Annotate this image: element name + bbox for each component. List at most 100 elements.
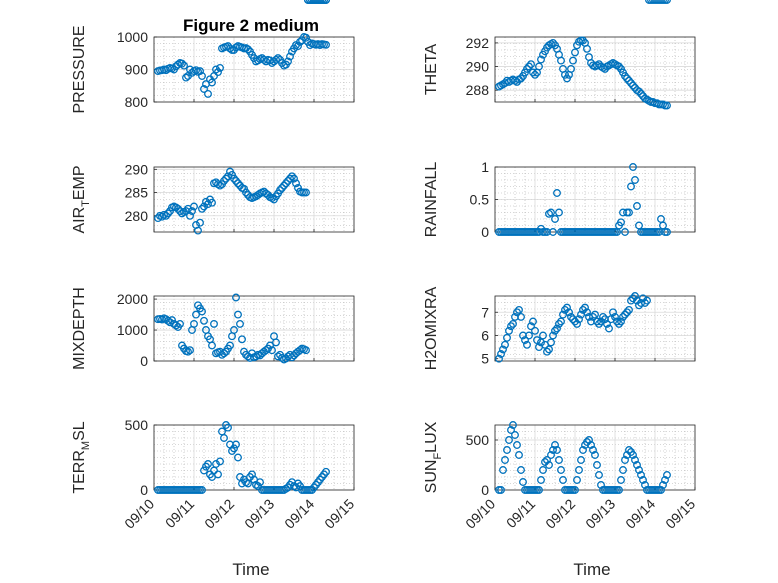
data-point bbox=[224, 42, 232, 51]
data-point bbox=[591, 310, 599, 319]
data-point bbox=[272, 338, 280, 347]
y-axis-label: MIXDEPTH bbox=[71, 287, 88, 370]
data-point bbox=[525, 62, 533, 71]
data-point bbox=[198, 486, 206, 494]
data-point bbox=[639, 294, 647, 303]
y-tick-label: 7 bbox=[481, 304, 489, 320]
data-point bbox=[597, 481, 605, 489]
data-point bbox=[613, 317, 621, 326]
y-tick-label: 0 bbox=[140, 353, 148, 369]
axes-box bbox=[494, 295, 696, 362]
data-point bbox=[296, 37, 304, 46]
y-axis-label-subscript: F bbox=[432, 453, 444, 460]
data-point bbox=[547, 208, 555, 217]
data-point bbox=[216, 181, 224, 190]
data-point bbox=[501, 340, 509, 349]
y-axis-label: TERRMSL bbox=[71, 421, 92, 493]
data-point bbox=[573, 476, 581, 484]
data-point bbox=[164, 209, 172, 218]
data-point bbox=[517, 466, 525, 474]
data-point bbox=[595, 319, 603, 328]
data-point bbox=[551, 441, 559, 449]
data-point bbox=[224, 423, 232, 432]
y-axis-label-subscript: T bbox=[80, 200, 92, 207]
data-point bbox=[553, 324, 561, 333]
data-point bbox=[186, 211, 194, 220]
data-point bbox=[204, 460, 212, 468]
data-point bbox=[234, 310, 242, 319]
data-point bbox=[280, 181, 288, 190]
data-point bbox=[615, 486, 623, 494]
data-point bbox=[210, 319, 218, 328]
y-axis-label-main: SUN bbox=[423, 460, 440, 494]
axes-box bbox=[494, 424, 696, 491]
data-point bbox=[505, 326, 513, 335]
data-point bbox=[643, 296, 651, 305]
data-point bbox=[605, 324, 613, 333]
data-point bbox=[503, 333, 511, 342]
data-point bbox=[192, 310, 200, 319]
data-point bbox=[537, 55, 545, 64]
data-point bbox=[497, 350, 505, 358]
data-point bbox=[278, 183, 286, 192]
data-point bbox=[551, 326, 559, 335]
data-point bbox=[567, 312, 575, 321]
data-point bbox=[543, 347, 551, 356]
data-point bbox=[198, 204, 206, 213]
data-point bbox=[553, 189, 561, 197]
y-tick-label: 1 bbox=[481, 159, 489, 175]
data-point bbox=[585, 436, 593, 444]
data-point bbox=[517, 74, 525, 83]
data-point bbox=[571, 48, 579, 57]
y-tick-label: 0 bbox=[140, 482, 148, 498]
data-point bbox=[617, 476, 625, 484]
data-point bbox=[531, 326, 539, 335]
data-point bbox=[549, 446, 557, 454]
data-point bbox=[599, 312, 607, 321]
y-axis-label-main: PRESSURE bbox=[71, 25, 88, 113]
data-point bbox=[222, 174, 230, 183]
data-point bbox=[625, 305, 633, 314]
data-point bbox=[296, 482, 304, 491]
data-point bbox=[501, 456, 509, 464]
data-point bbox=[274, 352, 282, 361]
data-point bbox=[587, 441, 595, 449]
data-point bbox=[216, 457, 224, 466]
data-point bbox=[617, 218, 625, 227]
subplot-theta: 288 290 292 THETA bbox=[423, 35, 696, 110]
data-point bbox=[527, 322, 535, 331]
data-point bbox=[214, 470, 222, 479]
data-point bbox=[549, 331, 557, 340]
data-point bbox=[242, 188, 250, 197]
data-point bbox=[266, 341, 274, 350]
data-point bbox=[593, 461, 601, 469]
data-point bbox=[523, 340, 531, 349]
data-point bbox=[529, 68, 537, 77]
data-point bbox=[545, 461, 553, 469]
data-point bbox=[517, 312, 525, 321]
data-point bbox=[557, 466, 565, 474]
data-point bbox=[509, 421, 517, 429]
data-point bbox=[302, 33, 310, 42]
data-point bbox=[252, 352, 260, 361]
data-point bbox=[268, 194, 276, 203]
data-point bbox=[575, 315, 583, 324]
data-point bbox=[663, 101, 671, 110]
data-point bbox=[513, 441, 521, 449]
data-point bbox=[593, 317, 601, 326]
data-point bbox=[545, 345, 553, 354]
y-tick-label: 0 bbox=[481, 482, 489, 498]
data-point bbox=[663, 471, 671, 479]
data-point bbox=[214, 180, 222, 189]
data-point bbox=[182, 73, 190, 82]
data-point bbox=[557, 317, 565, 326]
data-point bbox=[509, 319, 517, 328]
y-tick-label: 0.5 bbox=[470, 192, 490, 208]
y-tick-label: 290 bbox=[466, 59, 490, 75]
y-axis-label-main: THETA bbox=[423, 44, 440, 96]
data-point bbox=[559, 476, 567, 484]
data-point bbox=[194, 226, 202, 235]
subplot-rainfall: 0 0.5 1 RAINFALL bbox=[423, 159, 696, 240]
data-point bbox=[180, 61, 188, 70]
data-point bbox=[204, 89, 212, 98]
